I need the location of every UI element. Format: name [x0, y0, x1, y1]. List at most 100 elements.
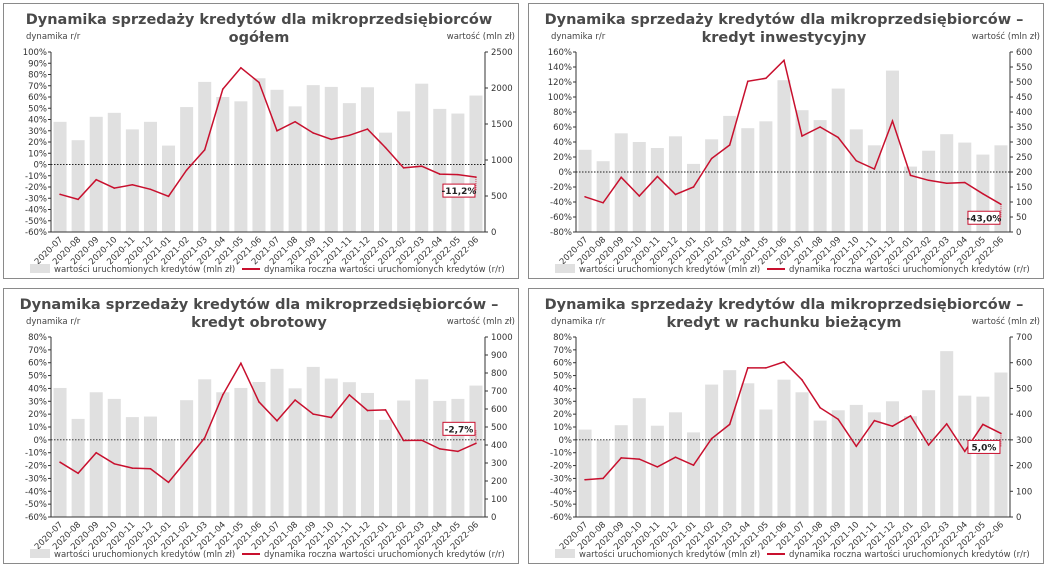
bar-2021-06 — [252, 78, 266, 232]
line-point-2020-07 — [59, 461, 61, 464]
bar-2020-09 — [89, 116, 103, 232]
right-tick-label: 400 — [491, 441, 507, 451]
annotation-box — [967, 439, 1001, 454]
bar-2021-01 — [162, 439, 176, 517]
bar-2021-03 — [198, 81, 212, 232]
left-tick-label: -40% — [25, 487, 47, 497]
line-point-2021-08 — [819, 406, 821, 409]
bar-2021-08 — [288, 106, 302, 232]
line-point-2022-04 — [438, 448, 441, 450]
line-point-2022-05 — [982, 423, 984, 426]
right-tick-label: 300 — [1016, 138, 1032, 148]
left-tick-label: 20% — [553, 410, 572, 420]
legend-bar-label: wartości uruchomionych kredytów (mln zł) — [579, 264, 760, 275]
right-tick-label: 350 — [1016, 123, 1032, 133]
chart-rachunek-biezacy: Dynamika sprzedaży kredytów dla mikroprz… — [545, 297, 1040, 560]
bar-2020-12 — [143, 121, 157, 232]
line-point-2020-09 — [620, 457, 623, 459]
left-tick-label: -20% — [550, 462, 572, 472]
bar-2021-05 — [759, 409, 773, 517]
left-tick-label: 60% — [553, 123, 572, 133]
line-point-2021-05 — [765, 367, 767, 369]
bar-2020-09 — [614, 133, 628, 232]
bar-2021-04 — [216, 392, 230, 517]
chart-title-line-1: Dynamika sprzedaży kredytów dla mikroprz… — [545, 12, 1024, 28]
right-tick-label: 200 — [1016, 168, 1032, 178]
bar-2020-08 — [71, 140, 85, 232]
bar-2021-05 — [234, 101, 248, 232]
bar-2022-01 — [904, 416, 918, 517]
line-point-2021-04 — [221, 394, 224, 396]
bar-2022-06 — [469, 385, 483, 517]
left-tick-label: 30% — [553, 397, 572, 407]
bar-2020-08 — [596, 161, 610, 232]
line-point-2022-01 — [384, 409, 387, 411]
chart-panel-inwestycyjny: Dynamika sprzedaży kredytów dla mikroprz… — [528, 3, 1044, 279]
line-point-2020-09 — [620, 176, 623, 179]
line-point-2021-07 — [801, 379, 803, 381]
left-tick-label: 80% — [28, 333, 47, 343]
legend-line-label: dynamika roczna wartości uruchomionych k… — [789, 549, 1030, 560]
left-tick-label: 0% — [559, 168, 573, 178]
right-tick-label: 500 — [1016, 78, 1032, 88]
line-point-2020-09 — [95, 451, 98, 454]
line-point-2020-10 — [638, 195, 641, 197]
line-point-2021-01 — [167, 481, 170, 484]
line-point-2022-04 — [963, 450, 966, 453]
bar-2020-09 — [89, 392, 103, 517]
bar-2021-03 — [198, 379, 212, 517]
line-point-2022-03 — [420, 439, 423, 442]
line-point-2020-12 — [674, 456, 677, 459]
line-point-2021-04 — [221, 88, 224, 90]
line-point-2020-07 — [59, 193, 61, 196]
bar-2021-09 — [831, 410, 845, 517]
right-tick-label: 2000 — [491, 84, 513, 94]
left-tick-label: -40% — [550, 198, 572, 208]
legend-line-label: dynamika roczna wartości uruchomionych k… — [789, 264, 1030, 275]
right-tick-label: 1000 — [491, 156, 513, 166]
bar-2021-01 — [162, 145, 176, 232]
bar-2020-09 — [614, 425, 628, 517]
left-tick-label: -10% — [550, 449, 572, 459]
line-point-2020-08 — [77, 472, 79, 475]
left-axis-title: dynamika r/r — [26, 317, 81, 327]
line-point-2020-08 — [602, 201, 604, 204]
bar-2022-04 — [433, 400, 447, 517]
right-axis-title: wartość (mln zł) — [972, 316, 1040, 327]
right-tick-label: 100 — [491, 495, 507, 505]
right-tick-label: 0 — [1016, 228, 1021, 238]
bar-2021-01 — [687, 163, 701, 232]
chart-panel-obrotowy: Dynamika sprzedaży kredytów dla mikroprz… — [3, 288, 519, 564]
line-point-2022-04 — [438, 173, 441, 175]
right-tick-label: 0 — [491, 513, 496, 523]
left-tick-label: 40% — [28, 384, 47, 394]
bar-2020-10 — [632, 142, 646, 232]
bar-2021-01 — [687, 432, 701, 517]
right-tick-label: 600 — [1016, 48, 1032, 58]
chart-panel-rachunek-biezacy: Dynamika sprzedaży kredytów dla mikroprz… — [528, 288, 1044, 564]
left-tick-label: -60% — [25, 228, 47, 238]
bar-2021-10 — [324, 378, 338, 517]
line-point-2021-04 — [746, 367, 749, 369]
left-axis-title: dynamika r/r — [26, 32, 81, 42]
bar-2022-04 — [433, 108, 447, 232]
bar-2021-09 — [306, 85, 320, 233]
left-tick-label: -60% — [25, 513, 47, 523]
right-axis-title: wartość (mln zł) — [972, 31, 1040, 42]
left-tick-label: 50% — [28, 372, 47, 382]
left-tick-label: 80% — [28, 71, 47, 81]
bar-2021-07 — [270, 368, 284, 517]
bar-2020-10 — [107, 112, 121, 232]
right-tick-label: 250 — [1016, 153, 1032, 163]
left-tick-label: -10% — [25, 172, 47, 182]
bar-2020-07 — [578, 149, 592, 232]
right-axis-title: wartość (mln zł) — [447, 31, 515, 42]
line-point-2020-07 — [584, 478, 586, 481]
bar-2020-07 — [53, 387, 67, 517]
left-tick-label: 80% — [553, 333, 572, 343]
chart-title-line-2: kredyt w rachunku bieżącym — [667, 315, 902, 331]
bar-2020-07 — [53, 121, 67, 232]
left-tick-label: 60% — [28, 93, 47, 103]
line-point-2022-01 — [384, 146, 387, 149]
right-tick-label: 600 — [1016, 359, 1032, 369]
